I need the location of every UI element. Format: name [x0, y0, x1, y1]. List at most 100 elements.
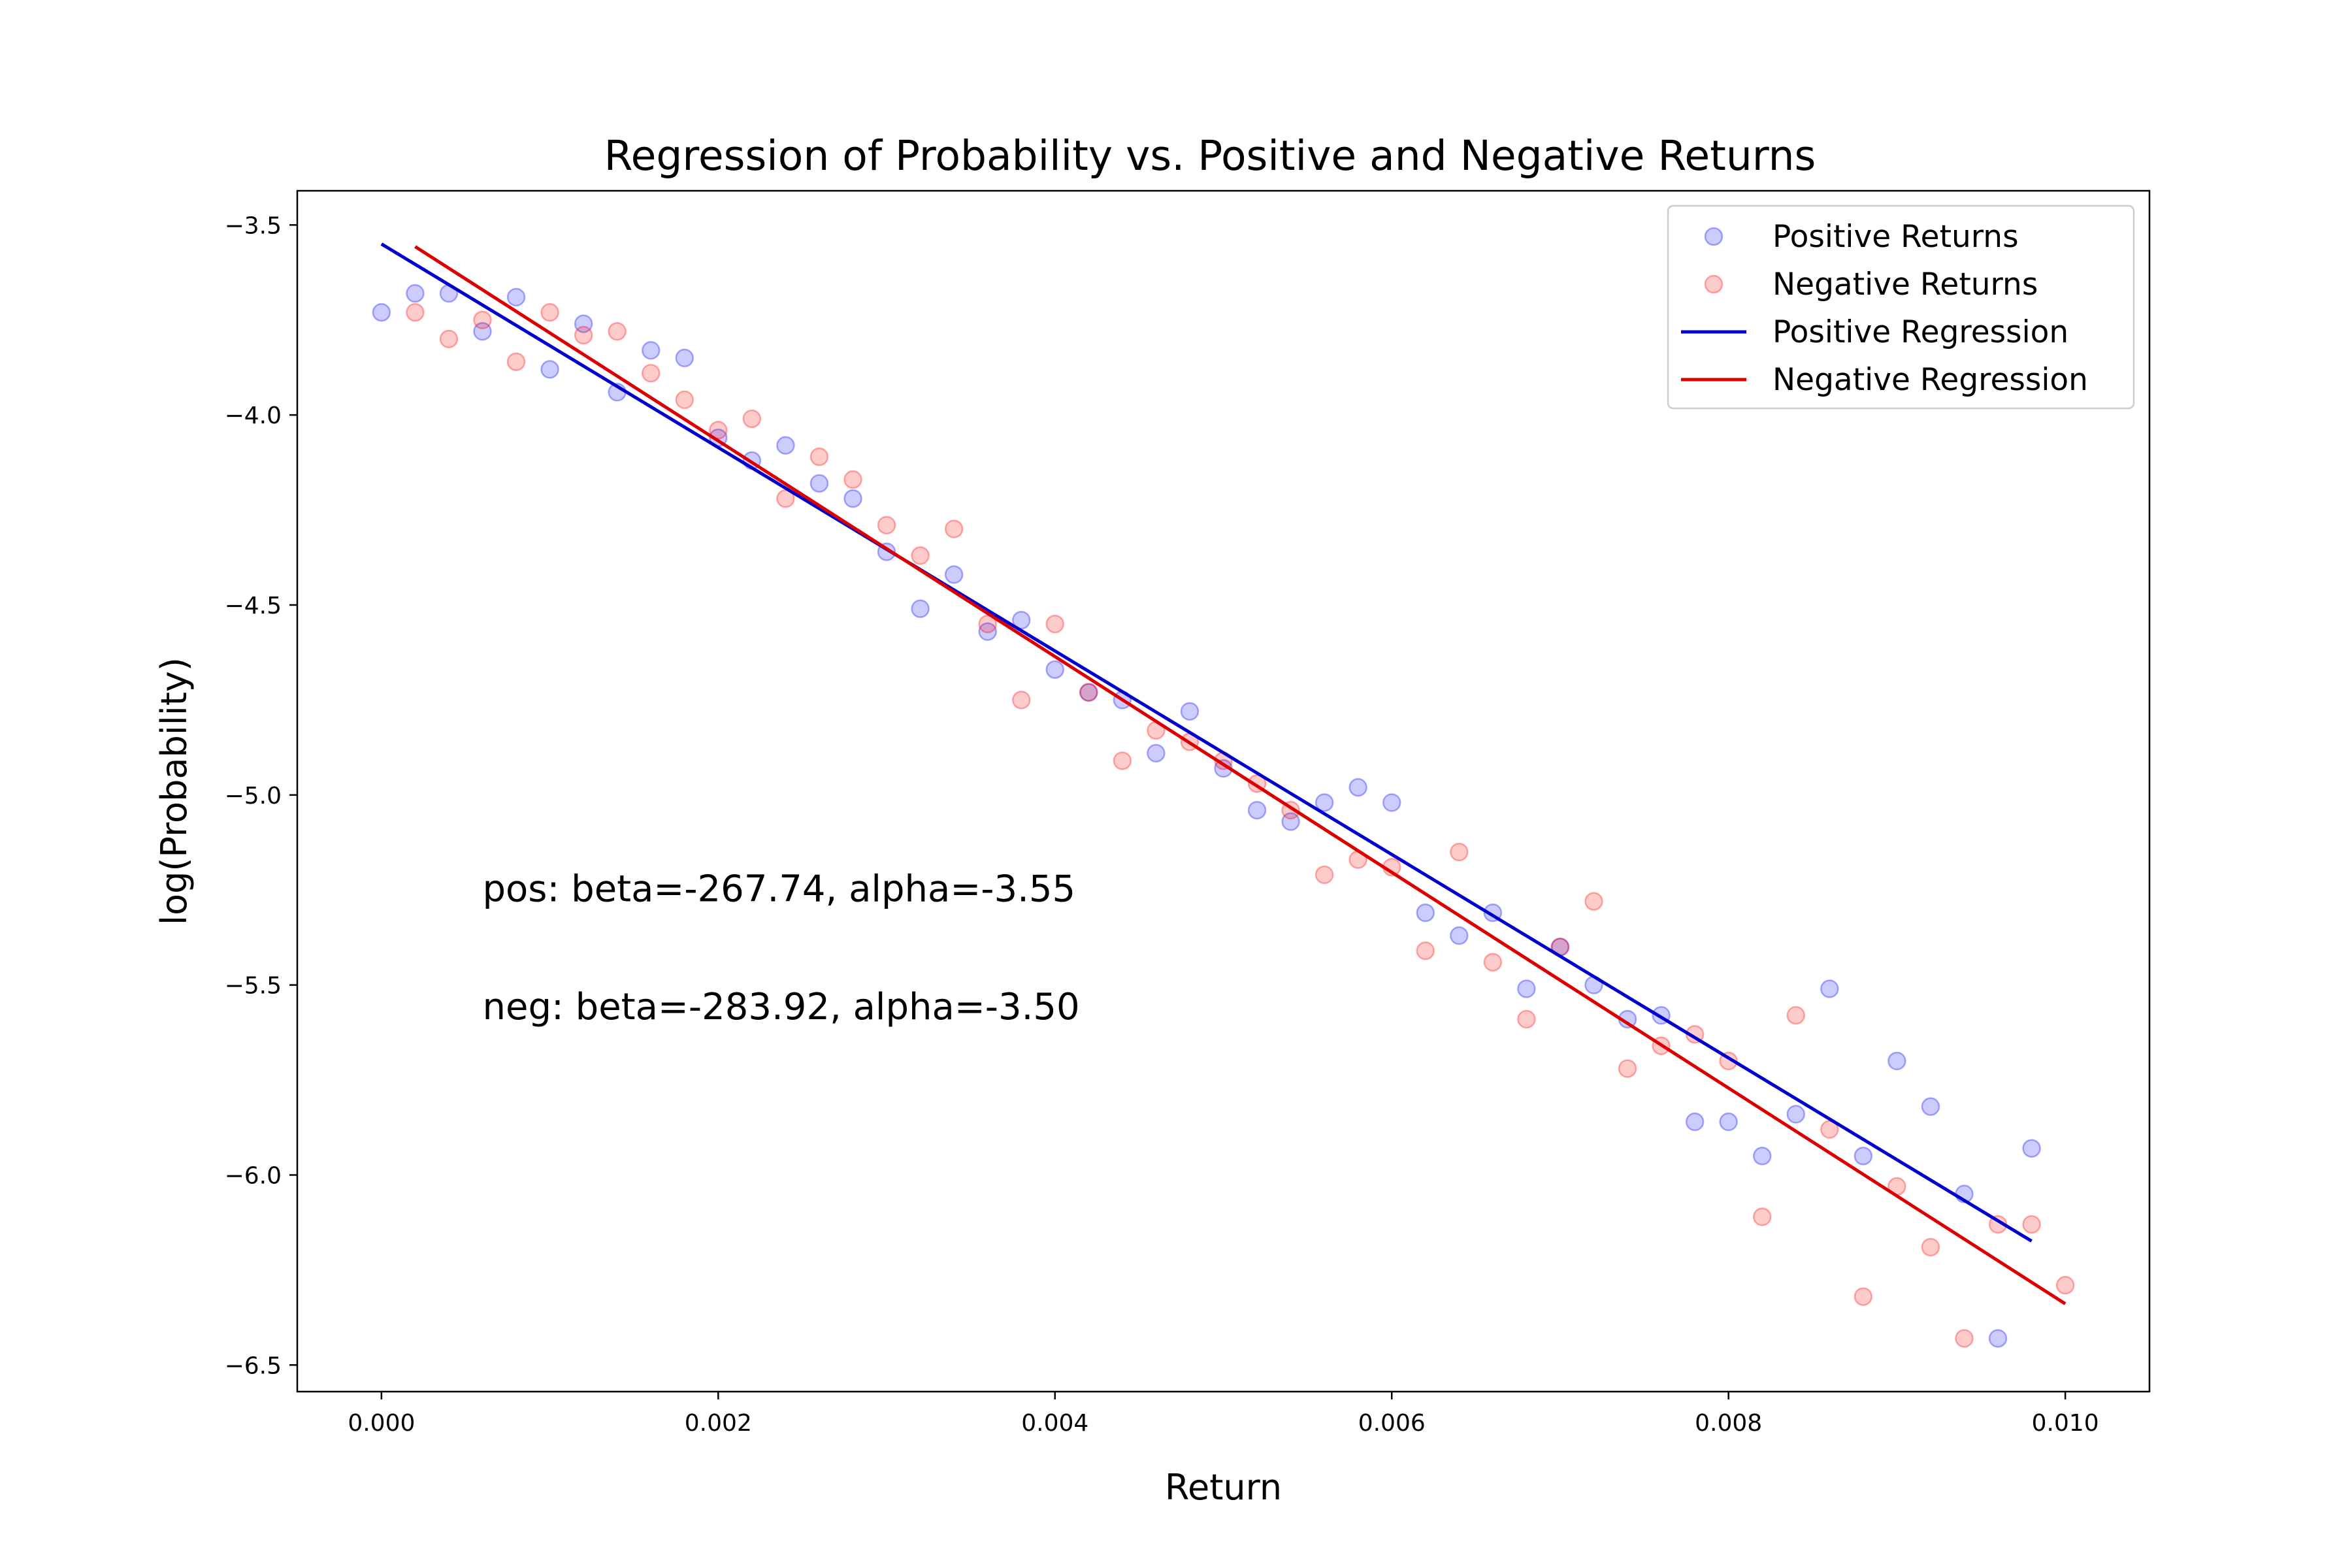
negative-return-point: [1079, 683, 1098, 702]
positive-return-point: [1685, 1112, 1705, 1132]
negative-return-point: [843, 470, 862, 489]
y-tick-label: −6.0: [225, 1162, 282, 1189]
axes-ticks: 0.000 0.002 0.004 0.006 0.008 0.010 −3.5 −4.0 −4…: [225, 212, 2099, 1437]
negative-return-point: [809, 447, 829, 466]
positive-return-point: [1416, 903, 1435, 923]
negative-return-point: [2022, 1215, 2041, 1234]
negative-return-point: [1786, 1005, 1806, 1025]
negative-return-point: [1517, 1009, 1536, 1029]
negative-return-point: [1921, 1237, 1940, 1257]
y-tick-label: −5.5: [225, 973, 282, 1000]
y-tick-label: −4.5: [225, 593, 282, 619]
negative-return-point: [776, 489, 795, 508]
positive-return-point: [1921, 1097, 1940, 1117]
negative-return-point: [1416, 941, 1435, 960]
plot-frame: [296, 189, 2151, 1393]
negative-return-point: [1854, 1287, 1873, 1306]
negative-return-point: [675, 390, 694, 410]
x-tick-label: 0.004: [1021, 1410, 1088, 1437]
negative-return-point: [1618, 1059, 1637, 1078]
chart-title: Regression of Probability vs. Positive a…: [604, 132, 1816, 180]
positive-return-point: [1382, 793, 1401, 812]
positive-return-point: [1180, 702, 1200, 721]
neg-annotation: neg: beta=-283.92, alpha=-3.50: [483, 986, 1080, 1028]
x-tick-label: 0.010: [2032, 1410, 2099, 1437]
negative-return-point: [540, 302, 559, 322]
positive-return-point: [1517, 979, 1536, 998]
negative-return-point: [1315, 865, 1334, 885]
positive-return-point: [1247, 800, 1267, 820]
negative-return-point: [406, 302, 425, 322]
positive-return-point: [978, 622, 997, 641]
positive-return-point: [1854, 1147, 1873, 1166]
positive-return-point: [2022, 1139, 2041, 1158]
negative-return-point: [1450, 842, 1469, 862]
positive-return-point: [1079, 683, 1098, 702]
positive-regression-line: [380, 242, 2033, 1243]
y-tick-label: −4.0: [225, 402, 282, 429]
negative-return-point: [473, 310, 492, 330]
positive-return-point: [1147, 743, 1166, 763]
negative-return-point: [2055, 1275, 2075, 1295]
negative-return-point: [1011, 691, 1031, 710]
negative-return-point: [709, 421, 728, 440]
positive-return-point: [809, 474, 829, 493]
positive-return-point: [776, 436, 795, 455]
positive-return-point: [406, 284, 425, 303]
positive-return-point: [1450, 926, 1469, 945]
x-tick-label: 0.008: [1695, 1410, 1762, 1437]
negative-regression-line: [414, 245, 2066, 1305]
positive-return-point: [1348, 777, 1367, 797]
positive-return-point: [944, 565, 964, 584]
positive-return-point: [1820, 979, 1839, 998]
negative-return-point: [1113, 751, 1132, 770]
negative-return-point: [574, 325, 593, 345]
negative-return-point: [1752, 1207, 1772, 1226]
positive-return-point: [1752, 1147, 1772, 1166]
positive-return-point: [911, 599, 930, 619]
y-axis-label: log(Probability): [154, 657, 195, 925]
y-tick-label: −3.5: [225, 212, 282, 239]
negative-return-point: [944, 519, 964, 538]
negative-return-point: [1584, 892, 1603, 911]
negative-return-point: [439, 329, 459, 349]
y-tick-label: −5.0: [225, 783, 282, 809]
positive-return-point: [1887, 1051, 1906, 1071]
positive-return-point: [506, 287, 526, 307]
y-tick-label: −6.5: [225, 1352, 282, 1379]
positive-return-point: [843, 489, 862, 508]
negative-return-point: [911, 546, 930, 565]
negative-return-point: [506, 352, 526, 371]
negative-return-point: [978, 614, 997, 634]
x-tick-label: 0.006: [1358, 1410, 1426, 1437]
x-tick-label: 0.000: [348, 1410, 415, 1437]
annotations: pos: beta=-267.74, alpha=-3.55 neg: beta=…: [483, 868, 1080, 1028]
negative-return-point: [641, 363, 661, 383]
positive-return-point: [641, 341, 661, 360]
legend-negative-returns-label: Negative Returns: [1772, 267, 2038, 302]
legend-positive-returns-label: Positive Returns: [1772, 219, 2019, 255]
negative-return-point: [1483, 953, 1503, 972]
pos-annotation: pos: beta=-267.74, alpha=-3.55: [483, 868, 1076, 911]
positive-return-point: [1045, 660, 1065, 679]
negative-return-point: [877, 515, 896, 535]
positive-return-point: [1786, 1105, 1806, 1124]
negative-return-point: [608, 321, 627, 341]
positive-return-point: [540, 360, 559, 379]
positive-return-point: [1011, 611, 1031, 630]
negative-return-point: [1955, 1329, 1974, 1348]
positive-return-point: [675, 348, 694, 368]
x-tick-label: 0.002: [685, 1410, 752, 1437]
legend-negative-returns-marker: [1704, 274, 1723, 294]
legend-box: [1667, 204, 2135, 410]
legend-positive-returns-marker: [1704, 227, 1723, 246]
positive-return-point: [372, 302, 391, 322]
positive-return-point: [1988, 1329, 2008, 1348]
x-axis-label: Return: [1165, 1467, 1282, 1508]
negative-return-point: [1045, 614, 1065, 634]
positive-return-point: [1719, 1112, 1738, 1132]
positive-return-point: [1315, 793, 1334, 812]
legend-negative-regression-label: Negative Regression: [1772, 362, 2088, 398]
positive-return-point: [574, 314, 593, 333]
positive-return-point: [1281, 812, 1300, 831]
